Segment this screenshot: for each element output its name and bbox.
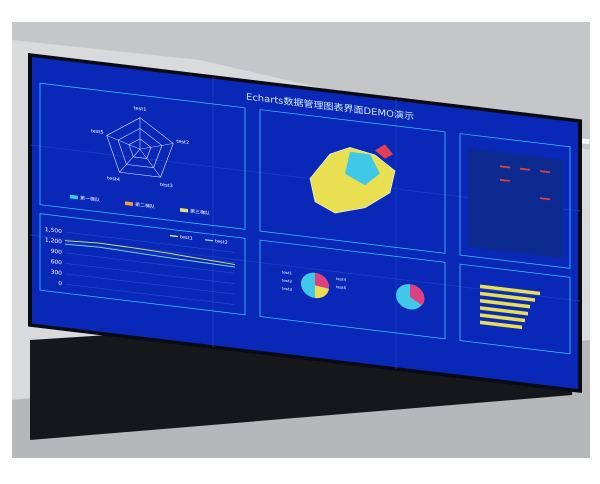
bar-chart [480,284,540,330]
y-tick-label: 1,200 [45,238,63,246]
legend-label: 第一梯队 [80,195,100,204]
radar-label: test4 [107,176,120,183]
line-chart: 0 300 600 900 1,200 1,500 test1 test2 [45,227,236,305]
grid-line [65,231,235,253]
pie-label: test5 [336,284,347,290]
legend-swatch [170,234,178,238]
legend-label: 第三梯队 [190,208,210,217]
pie-slice [315,285,329,299]
grid-line [65,284,235,305]
legend-label: 第二梯队 [135,201,155,210]
y-tick-label: 900 [51,249,63,256]
radar-label: test5 [91,128,104,135]
video-wall: Echarts数据管理图表界面DEMO演示 test1test2test3tes… [28,52,582,394]
radar-label: test2 [176,139,189,146]
radar-spoke [119,149,141,173]
pie-slice [410,284,425,306]
line-series [64,243,236,268]
line-series [64,240,236,266]
radar-spoke [139,149,161,178]
radar-spoke [139,143,174,150]
legend-swatch [70,194,78,200]
pie-charts: test1 test2 test3 test4 test5 [282,270,425,310]
grid-line [65,252,235,274]
map-region [345,151,380,186]
grid-line [65,263,235,284]
legend-swatch [125,201,133,206]
map-region [375,144,393,159]
pie-label: test2 [282,278,293,284]
y-tick-label: 0 [58,281,62,287]
table [468,148,563,259]
radar-spoke [106,135,141,150]
pie-label: test3 [282,286,293,292]
y-tick-label: 600 [51,259,63,266]
pie-label: test1 [282,270,293,276]
panel-frames [39,82,571,355]
y-tick-label: 300 [51,270,63,277]
radar-ring [117,128,163,168]
radar-label: test3 [160,182,173,189]
legend-label: test1 [180,234,193,241]
pie-slice [315,272,330,289]
radar-label: test1 [134,106,147,113]
grid-line [65,273,235,295]
legend-swatch [205,239,213,242]
table-bg [468,148,563,259]
legend-swatch [180,208,188,213]
ceiling [12,22,590,150]
pie-label: test4 [336,276,347,282]
legend-label: test2 [215,239,228,246]
radar-ring [106,117,174,178]
radar-ring [128,138,152,159]
y-tick-label: 1,500 [45,227,63,235]
